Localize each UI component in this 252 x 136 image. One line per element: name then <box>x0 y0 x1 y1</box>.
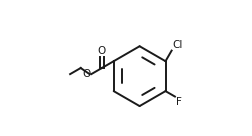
Text: O: O <box>98 46 106 56</box>
Text: O: O <box>82 69 90 79</box>
Text: F: F <box>176 97 181 107</box>
Text: Cl: Cl <box>172 40 183 50</box>
